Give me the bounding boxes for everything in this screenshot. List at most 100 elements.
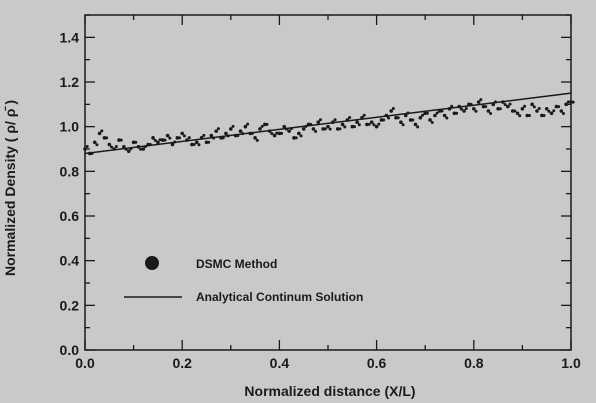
dsmc-point	[207, 140, 211, 144]
dsmc-point	[197, 143, 201, 147]
dsmc-point	[554, 104, 559, 109]
dsmc-point	[83, 147, 87, 151]
dsmc-point	[297, 131, 301, 136]
dsmc-point	[435, 111, 439, 115]
dsmc-point	[372, 123, 376, 127]
dsmc-point	[399, 120, 403, 124]
dsmc-point	[433, 113, 437, 118]
dsmc-point	[272, 133, 277, 138]
dsmc-point	[486, 109, 491, 113]
dsmc-point	[391, 107, 395, 111]
dsmc-point	[122, 144, 126, 149]
dsmc-point	[270, 132, 274, 136]
dsmc-point	[513, 109, 517, 113]
x-tick-labels: 0.0 0.2 0.4 0.6 0.8 1.0	[75, 355, 581, 371]
dsmc-point	[287, 129, 291, 133]
dsmc-point	[134, 140, 138, 144]
dsmc-point	[403, 113, 408, 118]
dsmc-point	[515, 111, 520, 116]
dsmc-point	[387, 116, 391, 120]
dsmc-point	[110, 145, 113, 149]
dsmc-point	[95, 143, 99, 147]
x-tick-label: 0.2	[172, 355, 192, 371]
dsmc-point	[243, 124, 248, 129]
dsmc-point	[338, 127, 342, 131]
dsmc-point	[214, 129, 219, 133]
dsmc-point	[318, 118, 322, 122]
dsmc-point	[323, 127, 327, 131]
legend-dsmc-label: DSMC Method	[196, 257, 277, 271]
dsmc-point	[156, 140, 160, 145]
dsmc-point	[277, 131, 282, 136]
dsmc-point	[292, 136, 296, 140]
dsmc-point	[253, 136, 257, 140]
continuum-line-layer	[84, 92, 572, 155]
dsmc-point	[564, 102, 568, 107]
dsmc-point	[255, 138, 259, 142]
dsmc-point	[379, 118, 384, 122]
dsmc-point	[314, 129, 318, 133]
dsmc-point	[229, 127, 233, 131]
dsmc-point	[194, 140, 199, 145]
dsmc-point	[396, 116, 400, 120]
dsmc-point	[430, 120, 434, 124]
legend-line-label: Analytical Continum Solution	[196, 290, 363, 304]
dsmc-point	[353, 125, 356, 129]
dsmc-point	[411, 118, 415, 122]
dsmc-point	[459, 107, 463, 111]
dsmc-point	[549, 111, 554, 116]
y-tick-label: 1.4	[60, 29, 80, 45]
dsmc-point	[321, 127, 325, 131]
legend-dsmc-marker	[145, 256, 159, 270]
dsmc-point	[92, 140, 97, 145]
dsmc-point	[175, 136, 180, 140]
dsmc-point	[394, 115, 398, 120]
dsmc-point	[476, 100, 481, 104]
dsmc-point	[216, 127, 220, 131]
dsmc-point	[126, 149, 131, 154]
dsmc-point	[503, 103, 507, 107]
dsmc-point	[163, 138, 167, 142]
dsmc-point	[294, 136, 298, 140]
y-tick-labels: 0.0 0.2 0.4 0.6 0.8 1.0 1.2 1.4	[60, 29, 80, 358]
x-tick-label: 0.0	[75, 355, 95, 371]
dsmc-point	[348, 115, 352, 119]
dsmc-point	[374, 124, 379, 129]
y-tick-label: 1.0	[60, 119, 80, 135]
dsmc-point	[484, 105, 488, 109]
dsmc-point	[160, 138, 165, 142]
dsmc-point	[489, 112, 493, 116]
y-tick-label: 0.8	[60, 163, 80, 179]
dsmc-point	[258, 127, 262, 131]
dsmc-point	[328, 127, 332, 131]
dsmc-point	[559, 109, 564, 113]
dsmc-point	[343, 125, 347, 129]
dsmc-point	[423, 111, 428, 116]
dsmc-point	[333, 118, 337, 122]
dsmc-point	[153, 138, 157, 142]
dsmc-point	[357, 123, 361, 127]
dsmc-point	[472, 107, 476, 111]
dsmc-point	[85, 145, 89, 148]
dsmc-point	[97, 131, 102, 136]
dsmc-point	[496, 107, 500, 111]
dsmc-point	[182, 134, 186, 138]
dsmc-point	[265, 122, 269, 126]
dsmc-point	[557, 105, 561, 109]
dsmc-point	[547, 109, 551, 113]
dsmc-point	[552, 109, 556, 113]
dsmc-point	[165, 133, 170, 138]
dsmc-point	[518, 114, 522, 118]
dsmc-point	[537, 107, 541, 111]
y-tick-label: 0.4	[60, 253, 80, 269]
dsmc-point	[131, 140, 136, 145]
dsmc-point	[525, 113, 530, 118]
dsmc-point	[187, 136, 191, 140]
dsmc-point	[544, 107, 549, 111]
dsmc-point	[462, 109, 466, 113]
dsmc-point	[260, 124, 264, 128]
dsmc-point	[523, 104, 527, 108]
dsmc-point	[440, 109, 444, 113]
dsmc-point	[520, 107, 525, 111]
dsmc-point	[542, 114, 546, 117]
